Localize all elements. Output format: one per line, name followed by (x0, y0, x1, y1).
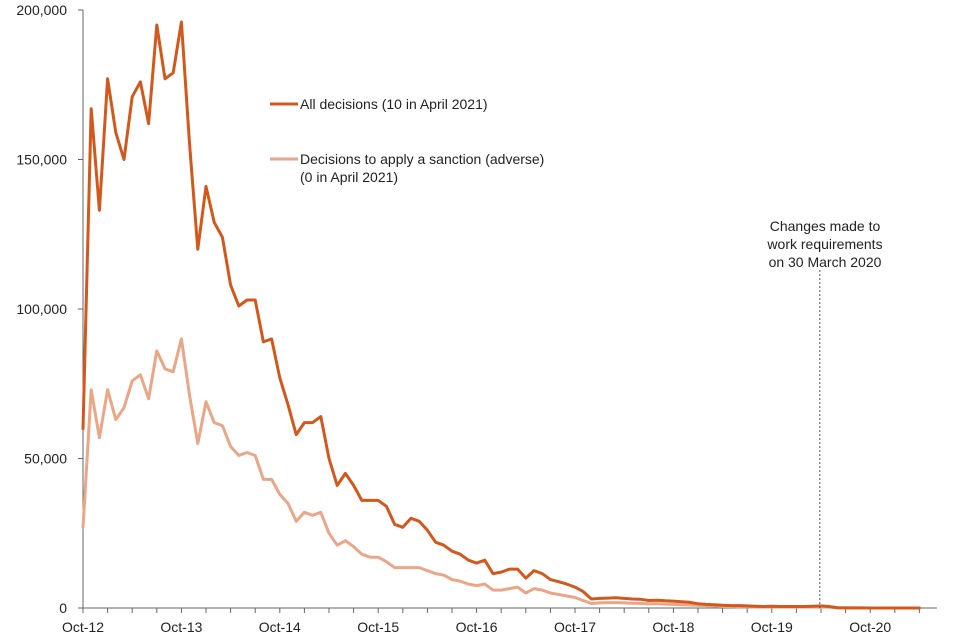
y-tick-label: 100,000 (16, 301, 67, 317)
x-tick-label: Oct-16 (456, 619, 498, 635)
x-tick-label: Oct-17 (554, 619, 596, 635)
series-line-all-decisions (81, 20, 921, 610)
x-tick-label: Oct-13 (160, 619, 202, 635)
annotation-line-1: Changes made to (770, 218, 881, 234)
y-tick-label: 150,000 (16, 152, 67, 168)
annotation-line-2: work requirements (766, 236, 882, 252)
y-tick-label: 200,000 (16, 2, 67, 18)
x-tick-label: Oct-18 (652, 619, 694, 635)
legend-label-adverse-decisions-line1: Decisions to apply a sanction (adverse) (300, 151, 544, 167)
x-tick-label: Oct-20 (849, 619, 891, 635)
x-tick-label: Oct-14 (259, 619, 301, 635)
legend-label-adverse-decisions-line2: (0 in April 2021) (300, 169, 398, 185)
y-tick-label: 50,000 (24, 451, 67, 467)
legend: All decisions (10 in April 2021) Decisio… (270, 96, 544, 185)
annotation: Changes made to work requirements on 30 … (766, 218, 883, 608)
y-tick-label: 0 (59, 600, 67, 616)
x-tick-label: Oct-12 (62, 619, 104, 635)
x-tick-label: Oct-19 (751, 619, 793, 635)
series-lines (81, 20, 921, 610)
axes: 0 50,000 100,000 150,000 200,000 Oct-12 Oct-13… (16, 2, 937, 635)
legend-label-all-decisions: All decisions (10 in April 2021) (300, 96, 488, 112)
annotation-line-3: on 30 March 2020 (769, 254, 882, 270)
series-line-adverse-decisions (81, 337, 921, 610)
x-tick-label: Oct-15 (357, 619, 399, 635)
